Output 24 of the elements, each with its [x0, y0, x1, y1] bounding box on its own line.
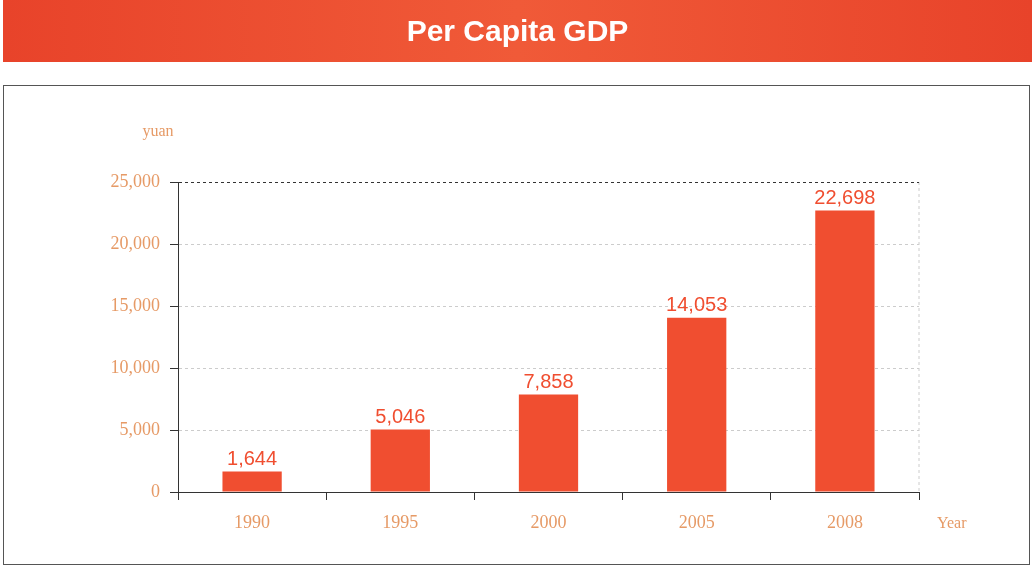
data-label: 7,858 — [523, 370, 574, 393]
x-tick-label: 1995 — [382, 511, 419, 532]
x-tick-label: 2000 — [530, 511, 567, 532]
bar — [370, 429, 430, 492]
data-label: 1,644 — [227, 447, 278, 470]
bar — [667, 317, 727, 492]
y-tick-label: 10,000 — [110, 356, 160, 377]
y-tick-label: 25,000 — [110, 170, 160, 191]
chart-title: Per Capita GDP — [406, 14, 629, 48]
y-tick-label: 15,000 — [110, 294, 160, 315]
y-tick-label: 20,000 — [110, 232, 160, 253]
x-tick-label: 2008 — [826, 511, 863, 532]
data-label: 14,053 — [666, 293, 728, 316]
y-axis-title: yuan — [142, 122, 174, 141]
bar — [518, 394, 579, 492]
y-tick-label: 0 — [151, 480, 160, 501]
x-tick-label: 1990 — [234, 511, 271, 532]
data-label: 22,698 — [814, 186, 876, 209]
bar — [815, 210, 875, 492]
y-tick-label: 5,000 — [119, 418, 160, 439]
bar — [222, 471, 282, 492]
x-axis-title: Year — [937, 514, 968, 532]
x-tick-label: 2005 — [678, 511, 715, 532]
data-label: 5,046 — [375, 404, 426, 427]
